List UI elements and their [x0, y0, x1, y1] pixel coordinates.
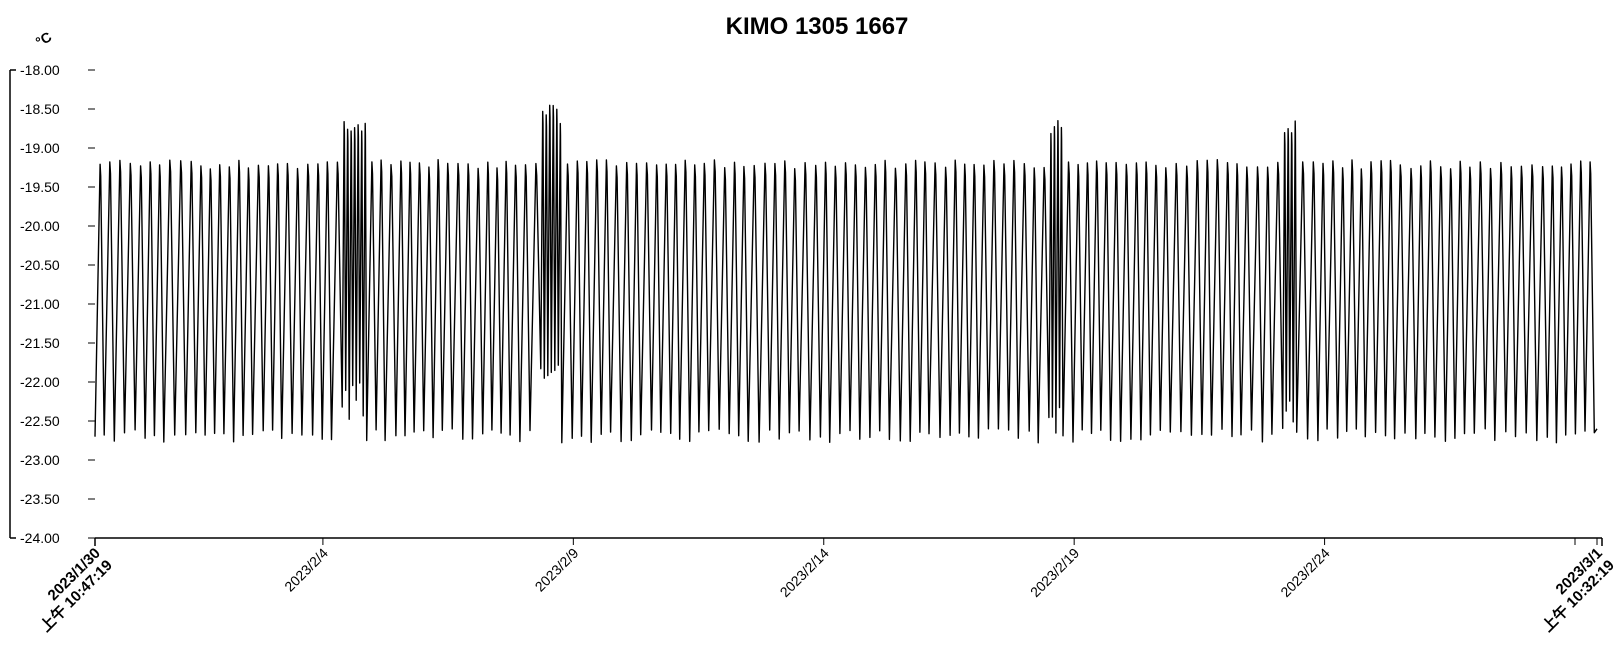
- y-tick-label: -20.50: [20, 257, 60, 273]
- x-tick-label: 2023/2/14: [777, 545, 833, 601]
- y-tick-label: -23.00: [20, 452, 60, 468]
- y-tick-label: -24.00: [20, 530, 60, 546]
- plot-area: [94, 104, 1598, 444]
- y-tick-label: -19.00: [20, 140, 60, 156]
- x-tick-label: 2023/2/19: [1027, 545, 1083, 601]
- x-tick-label: 2023/2/9: [532, 545, 582, 595]
- x-tick-label-group: 2023/3/1上午 10:32:19: [1538, 545, 1615, 636]
- y-axis-unit: °C: [33, 28, 55, 50]
- x-tick-label-group: 2023/2/4: [281, 545, 331, 595]
- y-axis: -18.00 -18.50 -19.00 -19.50 -20.00 -20.50 -21.…: [9, 62, 95, 546]
- x-tick-label-group: 2023/2/19: [1027, 545, 1083, 601]
- y-tick-label: -18.50: [20, 101, 60, 117]
- x-tick-label: 2023/2/24: [1277, 545, 1333, 601]
- y-tick-label: -22.00: [20, 374, 60, 390]
- y-tick-label: -23.50: [20, 491, 60, 507]
- y-tick-label: -19.50: [20, 179, 60, 195]
- x-tick-label: 2023/2/4: [281, 545, 331, 595]
- y-tick-label: -21.00: [20, 296, 60, 312]
- x-tick-label-group: 2023/2/14: [777, 545, 833, 601]
- series-line: [94, 104, 1598, 444]
- chart-title: KIMO 1305 1667: [726, 13, 909, 40]
- x-tick-label-group: 2023/2/9: [532, 545, 582, 595]
- y-tick-label: -21.50: [20, 335, 60, 351]
- y-tick-label: -18.00: [20, 62, 60, 78]
- y-tick-label: -20.00: [20, 218, 60, 234]
- y-tick-label: -22.50: [20, 413, 60, 429]
- x-tick-label-group: 2023/2/24: [1277, 545, 1333, 601]
